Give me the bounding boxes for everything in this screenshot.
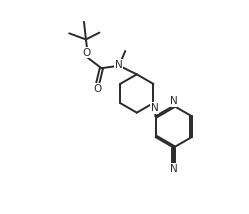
Text: N: N	[170, 96, 178, 106]
Text: N: N	[115, 59, 123, 70]
Text: O: O	[83, 48, 91, 58]
Text: O: O	[93, 84, 101, 94]
Text: N: N	[151, 103, 159, 113]
Text: N: N	[170, 164, 178, 174]
